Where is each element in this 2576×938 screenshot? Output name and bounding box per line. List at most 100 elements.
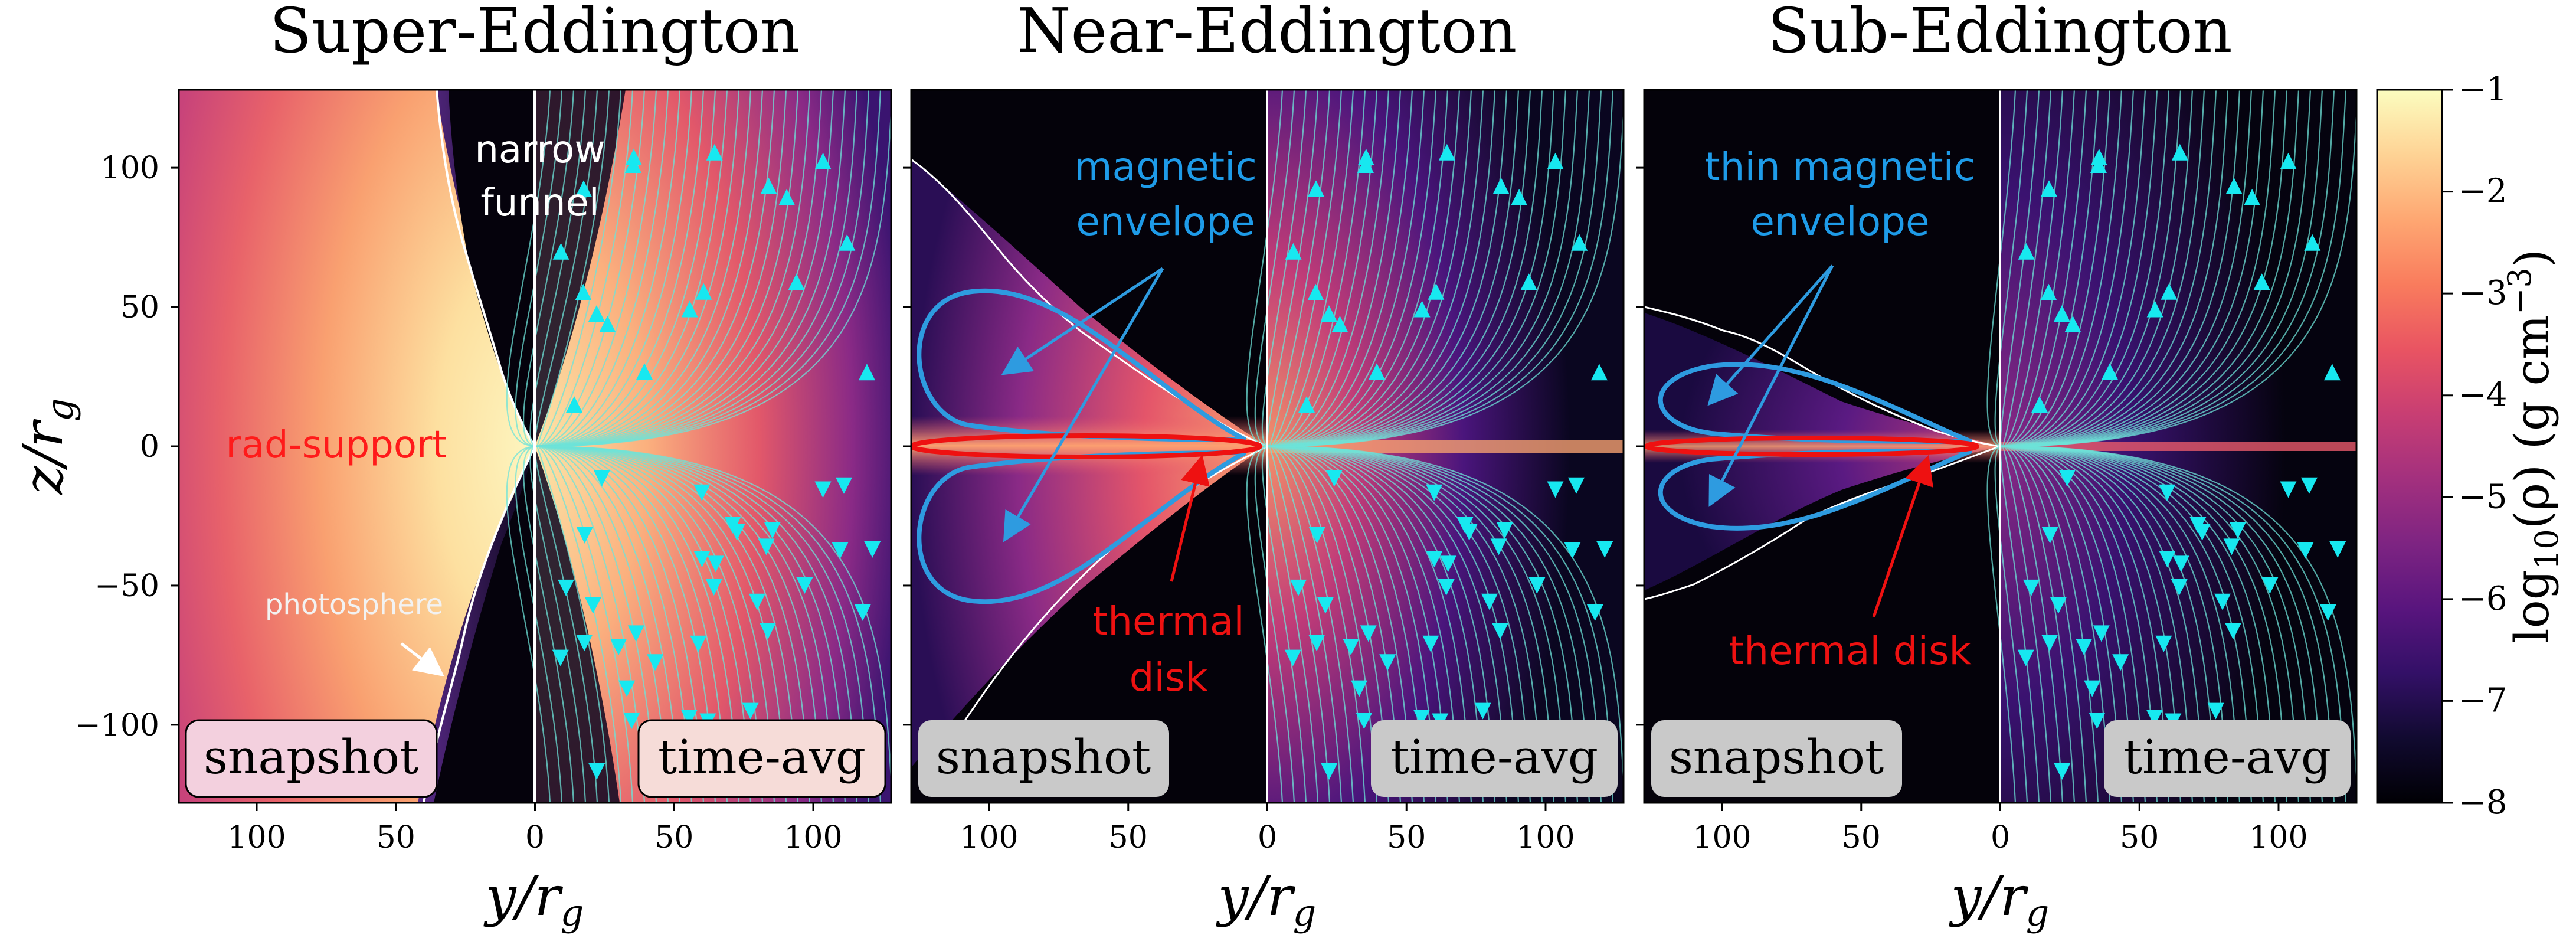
field-arrow — [558, 579, 575, 596]
field-arrow — [1564, 542, 1581, 559]
x-axis-label-super: y/rg — [483, 865, 584, 934]
field-arrow — [1284, 649, 1301, 666]
x-tick-label: 0 — [1258, 820, 1277, 855]
colorbar-tick-label: −4 — [2459, 376, 2508, 414]
field-arrow — [623, 713, 640, 730]
field-arrow — [2050, 597, 2067, 614]
colorbar-label: log10(ρ) (g cm−3) — [2501, 249, 2565, 643]
field-arrow — [2323, 364, 2341, 381]
field-arrow — [1439, 555, 1456, 573]
field-arrow — [2172, 555, 2189, 573]
colorbar-tick-label: −2 — [2459, 172, 2508, 211]
field-arrow — [1379, 654, 1396, 671]
field-arrow — [2112, 654, 2129, 671]
field-arrow — [695, 283, 712, 300]
x-tick-label: 100 — [784, 820, 842, 855]
field-arrow — [832, 542, 849, 559]
y-tick-label: 100 — [101, 151, 159, 186]
field-arrow — [742, 702, 759, 720]
x-tick-label: 50 — [1109, 820, 1148, 855]
field-arrow — [625, 148, 642, 165]
field-arrow — [1528, 577, 1546, 594]
field-arrow — [1426, 484, 1443, 501]
field-arrow — [1357, 148, 1374, 165]
field-arrow — [2090, 148, 2107, 165]
field-arrow — [1285, 243, 1302, 260]
magnetic-envelope-label-line1: magnetic — [1074, 144, 1257, 189]
field-arrow — [1368, 363, 1385, 380]
y-axis-ticks: 100 50 0 −50 −100 — [75, 151, 1644, 743]
x-axis-label-sub: y/rg — [1949, 865, 2050, 934]
panel-title-super: Super-Eddington — [270, 0, 800, 67]
envelope-arrow-lower — [1003, 267, 1164, 542]
field-arrow — [1474, 702, 1491, 720]
field-arrow — [693, 551, 711, 568]
field-arrow — [2214, 593, 2231, 610]
field-arrow — [576, 635, 593, 652]
y-axis-label: z/rg — [12, 398, 81, 495]
field-arrow — [1290, 579, 1307, 596]
x-tick-label: 0 — [1991, 820, 2010, 855]
field-arrow — [1492, 623, 1509, 640]
colorbar-tick-label: −6 — [2459, 580, 2508, 618]
snapshot-label: snapshot — [1669, 730, 1884, 785]
field-arrow — [552, 243, 569, 260]
field-arrow — [864, 541, 881, 558]
time-avg-box-sub: time-avg — [2104, 720, 2351, 797]
field-arrow — [2319, 604, 2336, 621]
field-arrow — [575, 180, 593, 197]
field-arrow — [839, 234, 856, 251]
x-tick-label: 100 — [2249, 820, 2307, 855]
x-tick-label: 50 — [377, 820, 415, 855]
field-arrow — [2053, 305, 2070, 322]
field-arrow — [858, 364, 875, 381]
field-arrow — [610, 639, 627, 656]
field-arrow — [1356, 713, 1373, 730]
panel-super-eddington — [179, 90, 891, 803]
x-tick-label: 100 — [1693, 820, 1751, 855]
colorbar-tick-label: −1 — [2459, 70, 2508, 109]
field-arrow — [1426, 551, 1443, 568]
field-arrow — [2189, 517, 2207, 534]
field-arrow — [1298, 396, 1315, 413]
field-arrow — [2304, 234, 2321, 251]
field-arrow — [593, 470, 610, 487]
field-arrow — [575, 283, 592, 300]
thermal-disk-label-line1: thermal — [1092, 599, 1244, 644]
field-arrow — [2225, 177, 2243, 194]
field-arrow — [814, 481, 832, 498]
field-arrow — [1596, 541, 1613, 558]
x-tick-label: 50 — [1842, 820, 1881, 855]
field-arrow — [1360, 625, 1377, 642]
field-arrow — [680, 710, 698, 727]
field-arrow — [1413, 710, 1430, 727]
field-arrow — [2207, 702, 2224, 720]
time-avg-label: time-avg — [1390, 730, 1598, 785]
colorbar-tick-label: −3 — [2459, 274, 2508, 312]
snapshot-box-near: snapshot — [918, 720, 1169, 797]
field-arrow — [2146, 300, 2163, 318]
field-arrow — [1307, 283, 1324, 300]
x-tick-label: 0 — [525, 820, 545, 855]
field-arrow — [2041, 635, 2058, 652]
field-arrow — [796, 577, 813, 594]
field-arrow — [584, 597, 601, 614]
narrow-funnel-label-line1: narrow — [474, 128, 605, 172]
field-arrow — [552, 649, 569, 666]
field-arrow — [1490, 538, 1507, 555]
thin-envelope-label-line1: thin magnetic — [1705, 144, 1975, 189]
field-arrow — [748, 593, 765, 610]
field-arrow — [758, 538, 775, 555]
field-arrow — [2017, 649, 2034, 666]
thin-envelope-loop-upper — [1658, 362, 1972, 444]
x-tick-label: 50 — [2120, 820, 2159, 855]
field-arrow — [1590, 364, 1608, 381]
field-arrow — [1438, 143, 1455, 161]
field-arrow — [1481, 593, 1498, 610]
y-tick-label: 0 — [140, 429, 159, 465]
snapshot-box-sub: snapshot — [1651, 720, 1902, 797]
colorbar-tick-label: −5 — [2459, 478, 2508, 516]
field-arrow — [2300, 477, 2318, 494]
snapshot-box-super: snapshot — [185, 719, 438, 798]
